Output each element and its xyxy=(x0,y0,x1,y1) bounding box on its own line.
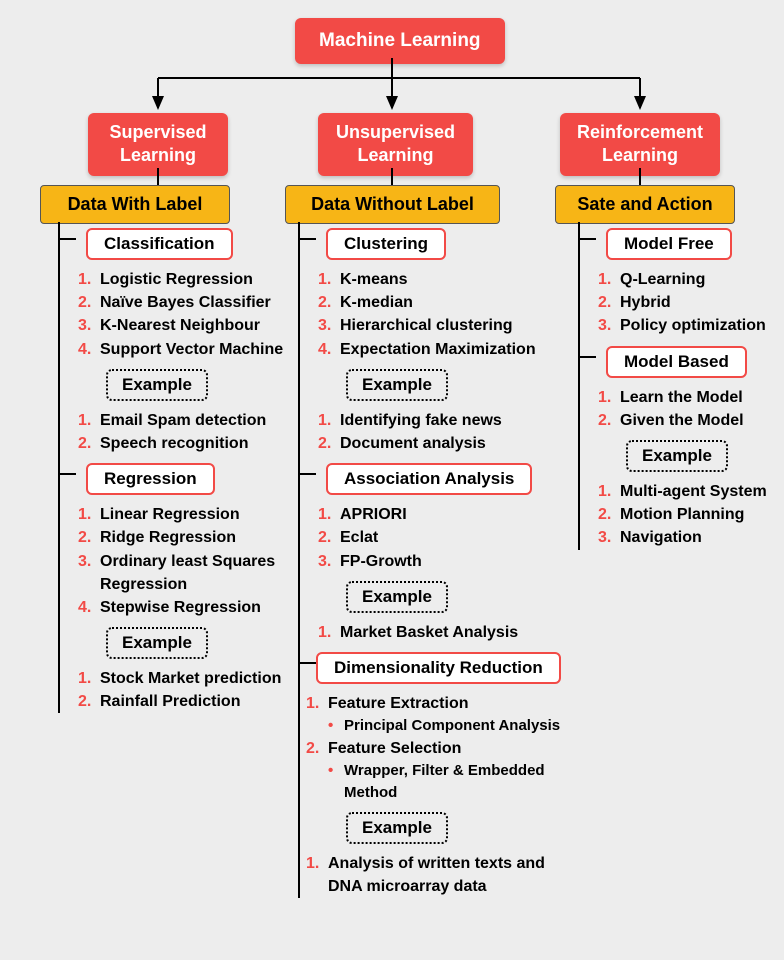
branch-label: ReinforcementLearning xyxy=(577,122,703,165)
list-item: Navigation xyxy=(598,526,775,549)
list-item: Analysis of written texts and DNA microa… xyxy=(306,852,570,898)
regression-items: Linear Regression Ridge Regression Ordin… xyxy=(78,503,290,619)
branch-supervised: SupervisedLearning xyxy=(88,113,228,176)
list-item: K-means xyxy=(318,268,570,291)
column-supervised: Classification Logistic Regression Naïve… xyxy=(40,222,290,715)
list-item: Identifying fake news xyxy=(318,409,570,432)
modelbased-examples: Multi-agent System Motion Planning Navig… xyxy=(598,480,775,550)
list-item: K-Nearest Neighbour xyxy=(78,314,290,337)
category-modelfree: Model Free xyxy=(606,228,732,260)
list-item: Motion Planning xyxy=(598,503,775,526)
list-item: Document analysis xyxy=(318,432,570,455)
column-reinforcement: Model Free Q-Learning Hybrid Policy opti… xyxy=(560,222,775,552)
list-item: Naïve Bayes Classifier xyxy=(78,291,290,314)
list-item: Hybrid xyxy=(598,291,775,314)
example-label: Example xyxy=(106,627,208,659)
list-item: Feature Extraction xyxy=(306,692,570,715)
list-item: Ridge Regression xyxy=(78,526,290,549)
example-label: Example xyxy=(346,581,448,613)
category-association: Association Analysis xyxy=(326,463,532,495)
list-item: Logistic Regression xyxy=(78,268,290,291)
list-item: K-median xyxy=(318,291,570,314)
example-label: Example xyxy=(346,369,448,401)
list-item: Learn the Model xyxy=(598,386,775,409)
regression-examples: Stock Market prediction Rainfall Predict… xyxy=(78,667,290,713)
category-clustering: Clustering xyxy=(326,228,446,260)
list-item: Given the Model xyxy=(598,409,775,432)
list-item: Feature Selection xyxy=(306,737,570,760)
list-item: Support Vector Machine xyxy=(78,338,290,361)
list-item: Hierarchical clustering xyxy=(318,314,570,337)
classification-items: Logistic Regression Naïve Bayes Classifi… xyxy=(78,268,290,361)
list-item: Eclat xyxy=(318,526,570,549)
branch-reinforcement: ReinforcementLearning xyxy=(560,113,720,176)
modelbased-items: Learn the Model Given the Model xyxy=(598,386,775,432)
list-item: Linear Regression xyxy=(78,503,290,526)
sub-item: Principal Component Analysis xyxy=(306,715,570,737)
list-item: FP-Growth xyxy=(318,550,570,573)
label-supervised: Data With Label xyxy=(40,185,230,224)
branch-label: UnsupervisedLearning xyxy=(336,122,455,165)
list-item: Stock Market prediction xyxy=(78,667,290,690)
list-item: Multi-agent System xyxy=(598,480,775,503)
list-item: Expectation Maximization xyxy=(318,338,570,361)
list-item: APRIORI xyxy=(318,503,570,526)
clustering-items: K-means K-median Hierarchical clustering… xyxy=(318,268,570,361)
list-item: Policy optimization xyxy=(598,314,775,337)
modelfree-items: Q-Learning Hybrid Policy optimization xyxy=(598,268,775,338)
list-item: Q-Learning xyxy=(598,268,775,291)
dimred-items: Feature Extraction Principal Component A… xyxy=(306,692,570,804)
list-item: Email Spam detection xyxy=(78,409,290,432)
sub-item: Wrapper, Filter & Embedded Method xyxy=(306,760,570,804)
example-label: Example xyxy=(346,812,448,844)
column-unsupervised: Clustering K-means K-median Hierarchical… xyxy=(280,222,570,900)
association-examples: Market Basket Analysis xyxy=(318,621,570,644)
list-item: Market Basket Analysis xyxy=(318,621,570,644)
list-item: Ordinary least Squares Regression xyxy=(78,550,290,596)
example-label: Example xyxy=(106,369,208,401)
category-modelbased: Model Based xyxy=(606,346,747,378)
root-node: Machine Learning xyxy=(295,18,505,64)
association-items: APRIORI Eclat FP-Growth xyxy=(318,503,570,573)
label-unsupervised: Data Without Label xyxy=(285,185,500,224)
clustering-examples: Identifying fake news Document analysis xyxy=(318,409,570,455)
label-reinforcement: Sate and Action xyxy=(555,185,735,224)
list-item: Rainfall Prediction xyxy=(78,690,290,713)
category-classification: Classification xyxy=(86,228,233,260)
branch-unsupervised: UnsupervisedLearning xyxy=(318,113,473,176)
dimred-examples: Analysis of written texts and DNA microa… xyxy=(306,852,570,898)
branch-label: SupervisedLearning xyxy=(109,122,206,165)
list-item: Speech recognition xyxy=(78,432,290,455)
list-item: Stepwise Regression xyxy=(78,596,290,619)
example-label: Example xyxy=(626,440,728,472)
category-dimred: Dimensionality Reduction xyxy=(316,652,561,684)
category-regression: Regression xyxy=(86,463,215,495)
classification-examples: Email Spam detection Speech recognition xyxy=(78,409,290,455)
